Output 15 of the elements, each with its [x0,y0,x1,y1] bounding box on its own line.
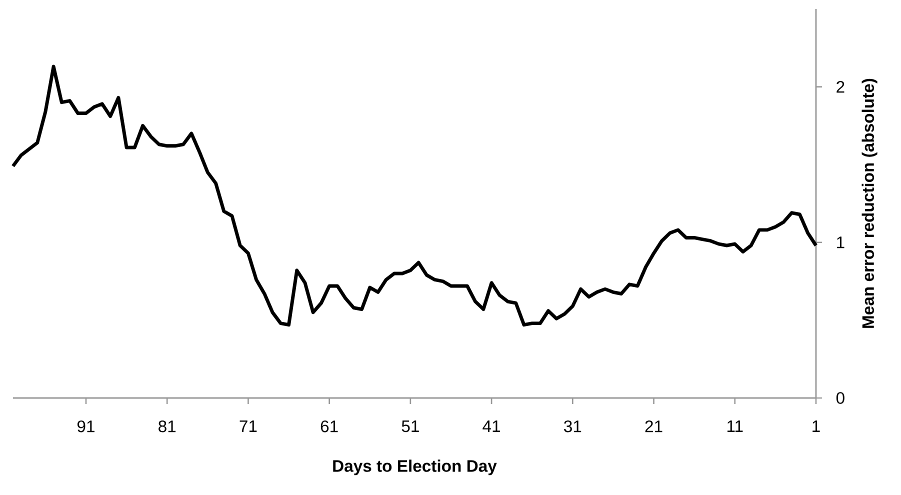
y-tick-label: 0 [836,392,844,404]
x-axis-title: Days to Election Day [333,460,497,476]
x-tick-label: 61 [320,420,338,432]
x-tick-label: 91 [78,420,94,432]
x-tick-label: 31 [564,420,582,432]
x-tick-label: 1 [812,420,820,432]
y-tick-label: 2 [836,80,844,93]
x-tick-label: 21 [645,420,662,432]
x-tick-label: 81 [158,420,176,432]
x-tick-label: 11 [727,420,743,432]
y-tick-label: 1 [837,236,844,248]
y-axis-title: Mean error reduction (absolute) [862,78,878,328]
x-tick-label: 51 [402,420,419,432]
x-tick-label: 71 [240,420,257,432]
x-tick-label: 41 [482,420,500,432]
